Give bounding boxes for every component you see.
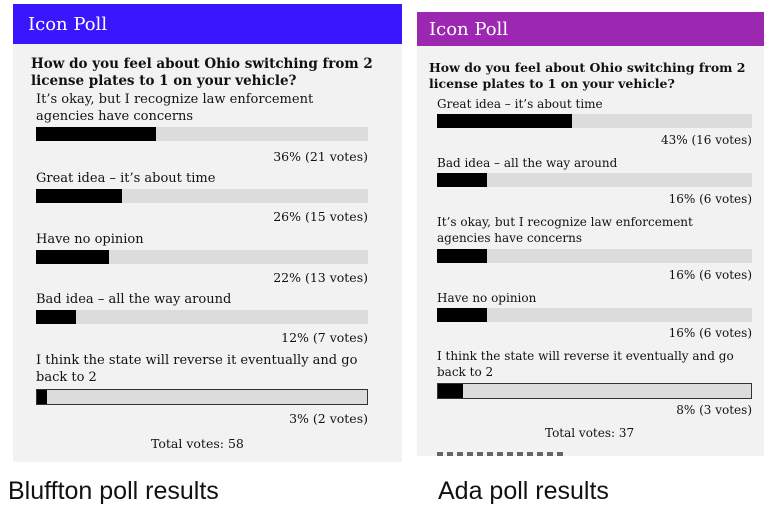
poll-option-bar-fill: [36, 310, 76, 324]
poll-header: Icon Poll: [13, 4, 402, 44]
poll-option-label: Great idea – it’s about time: [36, 171, 216, 186]
poll-options: It’s okay, but I recognize law enforceme…: [13, 90, 402, 470]
total-votes: Total votes: 58: [151, 436, 244, 451]
poll-option-result: 36% (21 votes): [273, 149, 368, 164]
total-votes: Total votes: 37: [545, 426, 635, 440]
poll-option-bar-fill: [437, 308, 488, 322]
poll-option-result: 16% (6 votes): [668, 192, 752, 206]
poll-header: Icon Poll: [417, 12, 764, 46]
ada-caption: Ada poll results: [438, 477, 609, 505]
poll-option-label: Have no opinion: [36, 232, 144, 247]
poll-option-bar: [36, 389, 368, 405]
poll-option-label: Great idea – it’s about time: [437, 97, 603, 111]
poll-question: How do you feel about Ohio switching fro…: [31, 56, 373, 89]
poll-option-label: Bad idea – all the way around: [36, 292, 232, 307]
poll-header-title: Icon Poll: [429, 18, 509, 40]
poll-option-bar: [36, 250, 368, 264]
poll-option-bar: [437, 249, 752, 263]
bluffton-caption: Bluffton poll results: [8, 477, 219, 505]
poll-option-label: It’s okay, but I recognize law enforceme…: [36, 92, 314, 124]
poll-option-bar-fill: [437, 173, 488, 187]
bluffton-poll-widget: Icon Poll How do you feel about Ohio swi…: [13, 4, 402, 462]
poll-option-label: I think the state will reverse it eventu…: [437, 349, 734, 379]
poll-option-bar: [36, 310, 368, 324]
poll-option-bar-fill: [36, 250, 110, 264]
poll-option-result: 16% (6 votes): [668, 326, 752, 340]
poll-option-bar-fill: [36, 127, 156, 141]
poll-option-bar-fill: [437, 249, 488, 263]
poll-option-result: 43% (16 votes): [660, 133, 752, 147]
poll-option-result: 22% (13 votes): [273, 270, 368, 285]
poll-option-bar: [36, 189, 368, 203]
poll-option-bar-fill: [438, 384, 464, 398]
poll-option-result: 12% (7 votes): [281, 330, 368, 345]
poll-option-label: It’s okay, but I recognize law enforceme…: [437, 215, 693, 245]
poll-option-label: I think the state will reverse it eventu…: [36, 353, 358, 385]
ada-poll-widget: Icon Poll How do you feel about Ohio swi…: [417, 12, 764, 456]
poll-option-bar: [437, 308, 752, 322]
poll-option-result: 8% (3 votes): [676, 403, 752, 417]
poll-option-bar-fill: [437, 114, 573, 128]
poll-option-bar-fill: [36, 189, 123, 203]
cutoff-text-fragment: [437, 452, 567, 456]
poll-question: How do you feel about Ohio switching fro…: [429, 60, 746, 91]
poll-option-bar: [437, 173, 752, 187]
poll-option-result: 16% (6 votes): [668, 268, 752, 282]
poll-option-bar: [437, 114, 752, 128]
poll-header-title: Icon Poll: [28, 13, 108, 35]
poll-option-result: 26% (15 votes): [273, 209, 368, 224]
poll-option-label: Have no opinion: [437, 291, 537, 305]
poll-option-result: 3% (2 votes): [289, 411, 368, 426]
poll-option-bar-fill: [37, 390, 47, 404]
poll-options: Great idea – it’s about time 43% (16 vot…: [417, 92, 764, 456]
poll-option-bar: [36, 127, 368, 141]
poll-option-label: Bad idea – all the way around: [437, 156, 618, 170]
poll-option-bar: [437, 383, 752, 399]
